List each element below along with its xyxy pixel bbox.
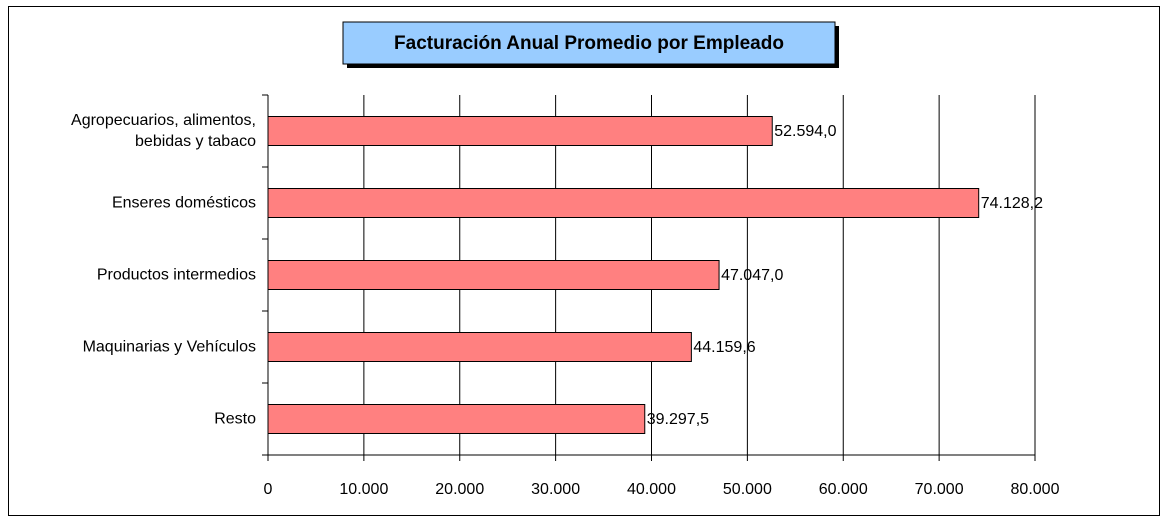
value-label: 74.128,2 <box>981 195 1043 212</box>
value-label: 39.297,5 <box>647 411 709 428</box>
y-tick-label: Resto <box>214 410 256 428</box>
y-tick-label: Productos intermedios <box>96 266 256 284</box>
x-tick-label: 0 <box>264 481 273 498</box>
value-label: 44.159,6 <box>693 339 755 356</box>
x-tick-label: 50.000 <box>723 481 772 498</box>
bar <box>267 188 980 218</box>
x-tick-label: 20.000 <box>435 481 484 498</box>
y-tick-label: Enseres domésticos <box>111 194 256 212</box>
chart-title: Facturación Anual Promedio por Empleado <box>394 33 784 54</box>
x-tick-label: 80.000 <box>1011 481 1060 498</box>
x-tick-label: 70.000 <box>915 481 964 498</box>
x-tick-label: 40.000 <box>627 481 676 498</box>
bar <box>267 404 646 434</box>
value-label: 47.047,0 <box>721 267 783 284</box>
x-tick-label: 60.000 <box>819 481 868 498</box>
x-tick-label: 10.000 <box>339 481 388 498</box>
y-tick-label: Agropecuarios, alimentos, bebidas y taba… <box>71 112 256 150</box>
x-tick-label: 30.000 <box>531 481 580 498</box>
bar <box>267 260 720 290</box>
bar <box>267 332 692 362</box>
bar <box>267 116 773 146</box>
y-tick-label: Maquinarias y Vehículos <box>82 338 256 356</box>
value-label: 52.594,0 <box>774 123 836 140</box>
title-box <box>342 21 836 65</box>
